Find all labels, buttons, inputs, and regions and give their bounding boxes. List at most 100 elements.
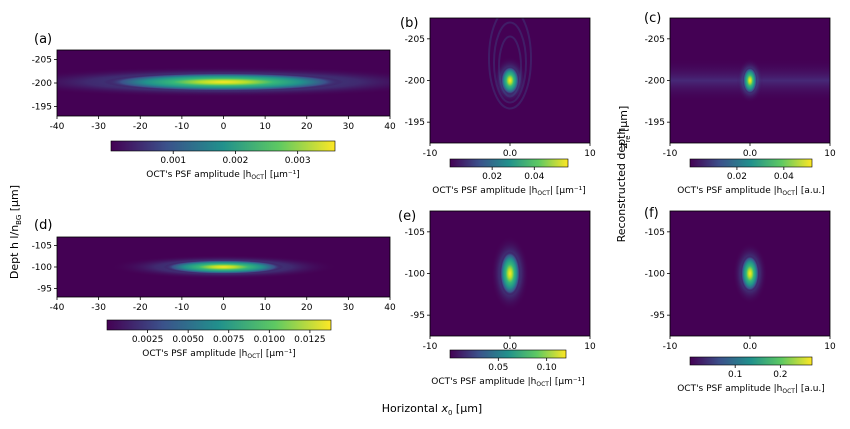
colorbar: 0.1 0.2 OCT's PSF amplitude |hOCT| [a.u.] [677, 356, 825, 395]
colorbar-gradient [449, 158, 569, 168]
x-tick-label: -10 [423, 149, 438, 159]
y-tick-label: -200 [32, 79, 53, 89]
panel-label: (f) [644, 206, 659, 221]
colorbar-tick-label: 0.02 [727, 172, 747, 182]
panel-label: (c) [644, 11, 661, 26]
psf-peak [163, 260, 284, 274]
panel-label: (a) [34, 32, 52, 47]
y-tick-label: -95 [37, 284, 52, 294]
y-axis-title: Dept h l/nBG [µm] [8, 185, 23, 279]
y-tick-label: -105 [405, 228, 425, 238]
y-tick-label: -205 [32, 55, 52, 65]
x-tick-label: -30 [91, 122, 106, 132]
panel-e: -10 0.0 10 -105 -100 -95 (e) 0.05 0.10 OCT's PSF … [398, 209, 596, 388]
colorbar-tick-label: 0.04 [524, 172, 544, 182]
y-tick-label: -200 [645, 77, 666, 87]
x-tick-label: 20 [301, 303, 313, 313]
panel-b: -10 0.0 10 -205 -200 -195 (b) 0.02 0.04 OCT's PSF… [400, 16, 596, 197]
panel-label: (e) [398, 209, 416, 224]
y-tick-label: -195 [32, 103, 52, 113]
right-axis-var: zre [µm] [617, 106, 632, 150]
x-tick-label: 0.0 [503, 342, 518, 352]
right-axis-title: Reconstructed depth [615, 128, 628, 243]
y-tick-label: -100 [645, 270, 666, 280]
y-tick-label: -195 [645, 118, 665, 128]
x-tick-label: 40 [384, 303, 396, 313]
psf-peak [501, 66, 519, 95]
colorbar-label: OCT's PSF amplitude |hOCT| [a.u.] [677, 384, 825, 395]
x-tick-label: -30 [91, 303, 106, 313]
y-tick-label: -105 [645, 228, 665, 238]
colorbar-tick-label: 0.0025 [132, 335, 164, 345]
colorbar-tick-label: 0.04 [774, 172, 794, 182]
colorbar-tick-label: 0.002 [223, 156, 249, 166]
x-tick-label: 30 [343, 122, 355, 132]
colorbar-tick-label: 0.0100 [254, 335, 286, 345]
colorbar-gradient [449, 349, 567, 359]
x-tick-label: -10 [663, 342, 678, 352]
colorbar-label: OCT's PSF amplitude |hOCT| [µm⁻¹] [146, 170, 300, 181]
x-tick-label: 20 [301, 122, 313, 132]
heatmap-image [491, 236, 529, 311]
panel-label: (d) [34, 218, 52, 233]
x-tick-label: -40 [50, 303, 65, 313]
panel-d: -40 -30 -20 -10 0 10 20 30 40-105-100-95(d)0.002… [32, 218, 396, 360]
y-tick-label: -100 [32, 263, 53, 273]
colorbar-tick-label: 0.05 [488, 363, 508, 373]
colorbar-label: OCT's PSF amplitude |hOCT| [µm⁻¹] [142, 349, 296, 360]
colorbar-tick-label: 0.0075 [213, 335, 245, 345]
y-tick-label: -205 [645, 35, 665, 45]
x-tick-label: -10 [423, 342, 438, 352]
psf-peak [741, 255, 759, 292]
x-tick-label: -10 [663, 149, 678, 159]
y-tick-label: -95 [410, 311, 425, 321]
heatmap-image [670, 58, 830, 103]
psf-peak [500, 251, 520, 296]
psf-peak [743, 67, 757, 94]
x-axis-title: Horizontal x0 [µm] [382, 402, 482, 417]
x-tick-label: 0.0 [743, 342, 758, 352]
colorbar: 0.0025 0.0050 0.0075 0.0100 0.0125 OCT's PSF … [106, 319, 332, 360]
colorbar-gradient [106, 319, 332, 331]
colorbar: 0.02 0.04 OCT's PSF amplitude |hOCT| [a.u.… [677, 158, 825, 197]
x-tick-label: 10 [584, 149, 596, 159]
x-tick-label: 40 [384, 122, 396, 132]
colorbar: 0.001 0.002 0.003 OCT's PSF amplitude |hOCT… [110, 140, 336, 181]
x-tick-label: 0.0 [743, 149, 758, 159]
colorbar-tick-label: 0.10 [537, 363, 557, 373]
y-tick-label: -205 [405, 35, 425, 45]
y-tick-label: -195 [405, 118, 425, 128]
panel-f: -10 0.0 10 -105 -100 -95 (f) 0.1 0.2 OCT's PSF am… [644, 206, 836, 395]
psf-fringe [488, 18, 532, 110]
colorbar-tick-label: 0.003 [285, 156, 311, 166]
heatmap-image [732, 242, 768, 305]
x-tick-label: 0 [221, 122, 227, 132]
x-tick-label: 10 [259, 122, 271, 132]
colorbar-label: OCT's PSF amplitude |hOCT| [µm⁻¹] [431, 377, 585, 388]
x-tick-label: -10 [175, 303, 190, 313]
panel-c: -10 0.0 10 -205 -200 -195 (c) 0.02 0.04 OCT's PSF… [644, 11, 836, 197]
colorbar-label: OCT's PSF amplitude |hOCT| [a.u.] [677, 186, 825, 197]
psf-peak [103, 73, 344, 91]
colorbar: 0.05 0.10 OCT's PSF amplitude |hOCT| [µm⁻¹… [431, 349, 585, 388]
colorbar: 0.02 0.04 OCT's PSF amplitude |hOCT| [µm⁻¹… [432, 158, 586, 197]
x-tick-label: 10 [824, 342, 836, 352]
colorbar-gradient [689, 356, 813, 366]
colorbar-tick-label: 0.001 [160, 156, 186, 166]
panel-label: (b) [400, 16, 418, 31]
colorbar-tick-label: 0.0050 [172, 335, 204, 345]
colorbar-tick-label: 0.2 [773, 370, 787, 380]
colorbar-gradient [689, 158, 813, 168]
x-tick-label: 30 [343, 303, 355, 313]
heatmap-image [109, 255, 338, 279]
heatmap-image [57, 66, 390, 98]
colorbar-label: OCT's PSF amplitude |hOCT| [µm⁻¹] [432, 186, 586, 197]
x-tick-label: 10 [824, 149, 836, 159]
x-tick-label: -40 [50, 122, 65, 132]
panel-a: -40 -30 -20 -10 0 10 20 30 40 -205 -200 -195 (a) 0.00… [32, 32, 396, 181]
x-tick-label: 10 [259, 303, 271, 313]
colorbar-tick-label: 0.1 [728, 370, 742, 380]
y-tick-label: -105 [32, 242, 52, 252]
x-tick-label: 10 [584, 342, 596, 352]
